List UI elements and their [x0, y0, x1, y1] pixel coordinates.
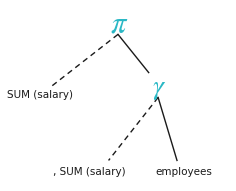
Text: employees: employees — [156, 167, 212, 177]
Text: γ: γ — [152, 75, 164, 100]
Text: π: π — [110, 11, 126, 39]
Text: SUM (salary): SUM (salary) — [7, 91, 73, 100]
Text: , SUM (salary): , SUM (salary) — [53, 167, 126, 177]
